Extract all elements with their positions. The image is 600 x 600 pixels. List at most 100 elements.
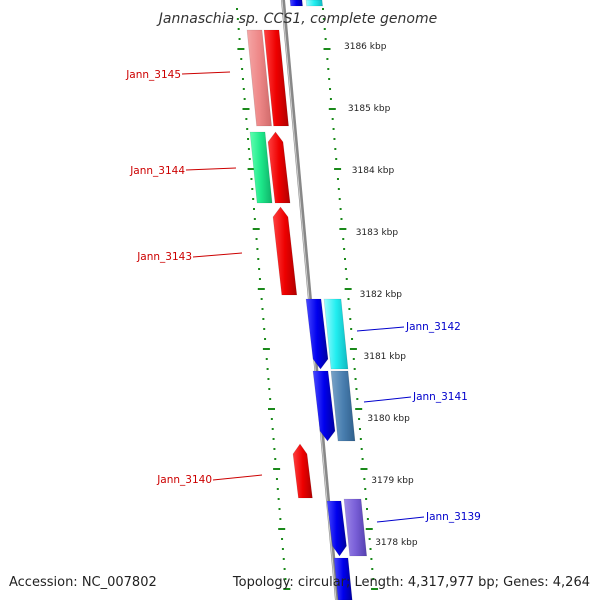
tick-mark — [338, 198, 341, 200]
tick-mark — [322, 8, 324, 10]
tick-mark — [283, 588, 291, 590]
tick-mark — [248, 158, 251, 160]
tick-mark — [255, 238, 258, 240]
tick-mark — [344, 268, 347, 270]
gene-block-jann-3139 — [326, 500, 347, 557]
tick-mark — [333, 138, 336, 140]
tick-mark — [327, 68, 330, 70]
tick-mark — [332, 128, 335, 130]
tick-mark — [243, 98, 246, 100]
tick-mark — [326, 58, 329, 60]
tick-mark — [352, 358, 355, 360]
tick-mark — [279, 518, 282, 520]
tick-mark — [360, 448, 363, 450]
tick-mark — [371, 588, 379, 590]
tick-mark — [348, 308, 351, 310]
tick-mark — [253, 208, 255, 210]
tick-mark — [267, 378, 270, 380]
tick-mark — [281, 538, 284, 540]
tick-mark — [273, 468, 281, 470]
tick-mark — [241, 68, 244, 70]
tick-mark — [345, 278, 348, 280]
genome-title: Jannaschia sp. CCS1, complete genome — [156, 11, 437, 27]
gene-block-jann-3145-outer — [246, 29, 272, 127]
tick-mark — [236, 8, 238, 10]
tick-mark — [328, 108, 336, 110]
tick-mark — [358, 418, 361, 420]
tick-mark — [251, 188, 254, 190]
tick-mark — [262, 348, 270, 350]
tick-mark — [258, 278, 261, 280]
gene-block-top-cyan — [305, 0, 323, 7]
tick-mark — [331, 118, 334, 120]
tick-mark — [270, 418, 273, 420]
accession-text: Accession: NC_007802 — [9, 575, 157, 590]
tick-mark — [323, 28, 326, 30]
gene-label: Jann_3145 — [125, 69, 181, 81]
tick-mark — [260, 298, 263, 300]
gene-leader-line — [363, 396, 412, 403]
tick-mark — [266, 368, 269, 370]
left-tick-marks — [236, 8, 291, 590]
tick-mark — [360, 468, 368, 470]
tick-mark — [322, 18, 325, 20]
gene-labels: Jann_3145 Jann_3144 Jann_3143 Jann_3140 Jann… — [125, 69, 481, 523]
tick-mark — [247, 148, 250, 150]
tick-mark — [278, 508, 281, 510]
tick-mark — [337, 188, 340, 190]
tick-mark — [274, 458, 277, 460]
gene-block-jann-3140 — [292, 443, 313, 499]
tick-mark — [268, 408, 275, 410]
kbp-label: 3179 kbp — [371, 476, 414, 486]
tick-mark — [247, 138, 250, 140]
tick-mark — [353, 368, 356, 370]
kbp-label: 3183 kbp — [356, 228, 399, 238]
tick-mark — [237, 28, 240, 30]
tick-mark — [365, 528, 373, 530]
tick-mark — [366, 508, 368, 510]
gene-label: Jann_3143 — [136, 251, 192, 263]
tick-mark — [340, 218, 343, 220]
kbp-label: 3178 kbp — [375, 538, 418, 548]
gene-label: Jann_3141 — [412, 391, 468, 403]
gene-block-jann-3141-outer — [330, 370, 356, 442]
gene-label: Jann_3144 — [129, 165, 185, 177]
kbp-label: 3184 kbp — [352, 166, 395, 176]
tick-mark — [247, 168, 255, 170]
tick-mark — [261, 308, 264, 310]
tick-mark — [323, 48, 331, 50]
tick-mark — [334, 148, 337, 150]
tick-mark — [238, 38, 241, 40]
tick-mark — [351, 338, 354, 340]
gene-block-jann-3139-outer — [343, 498, 368, 557]
tick-mark — [258, 268, 261, 270]
tick-mark — [372, 578, 375, 580]
tick-mark — [355, 408, 363, 410]
tick-mark — [344, 288, 352, 290]
tick-mark — [253, 218, 256, 220]
tick-mark — [237, 48, 245, 50]
tick-mark — [282, 558, 285, 560]
kbp-label: 3186 kbp — [344, 42, 387, 52]
tick-mark — [324, 38, 327, 40]
gene-block-jann-3141 — [312, 370, 336, 442]
tick-mark — [265, 358, 268, 360]
gene-block-jann-3144-outer — [249, 131, 273, 204]
tick-mark — [339, 208, 342, 210]
tick-mark — [262, 318, 265, 320]
tick-mark — [349, 318, 352, 320]
gene-block-jann-3142 — [305, 298, 329, 370]
gene-leader-line — [185, 167, 237, 171]
tick-mark — [271, 428, 274, 430]
tick-mark — [342, 238, 345, 240]
gene-leader-line — [356, 326, 405, 332]
tick-mark — [371, 568, 374, 570]
tick-mark — [275, 478, 278, 480]
tick-mark — [257, 288, 265, 290]
kbp-label: 3185 kbp — [348, 104, 391, 114]
right-tick-marks — [322, 8, 379, 590]
gene-label: Jann_3139 — [425, 511, 481, 523]
tick-mark — [328, 78, 331, 80]
tick-mark — [366, 518, 369, 520]
kbp-tick-labels: 3186 kbp 3185 kbp 3184 kbp 3183 kbp 3182 kbp… — [344, 42, 418, 548]
